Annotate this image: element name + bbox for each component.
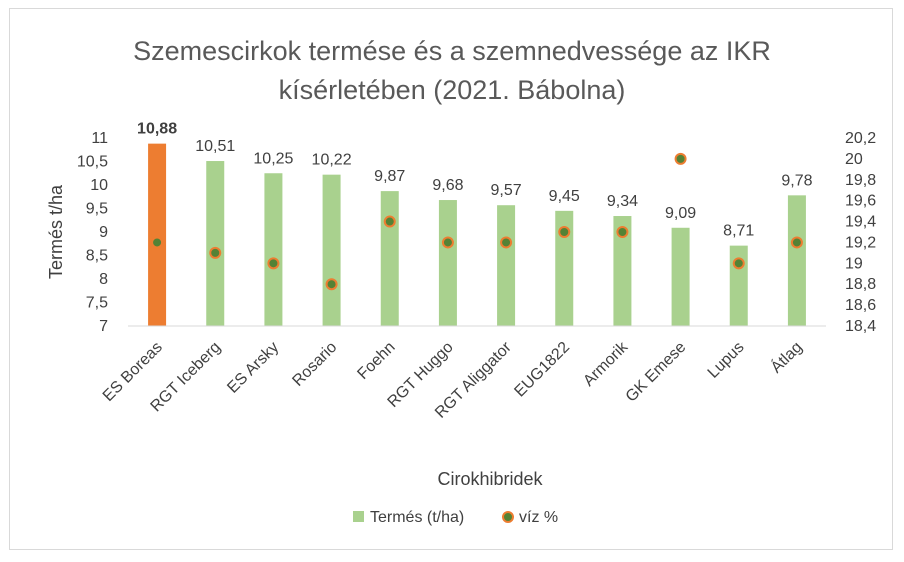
- y2-tick-label: 19,2: [845, 234, 876, 251]
- water-marker: [616, 226, 629, 238]
- legend: Termés (t/ha) víz %: [353, 509, 558, 526]
- bar: [206, 161, 225, 326]
- water-marker: [441, 236, 454, 249]
- bar-value-label: 9,87: [374, 168, 405, 185]
- bar-value-label: 9,57: [491, 182, 522, 199]
- y-tick-label: 7,5: [86, 295, 108, 312]
- bar-value-label: 8,71: [723, 223, 754, 240]
- water-marker: [151, 236, 164, 249]
- y2-tick-label: 20: [845, 151, 863, 168]
- water-marker: [325, 278, 338, 291]
- y2-axis-ticks: 18,4 18,6 18,8 19 19,2 19,4 19,6 19,8 20 20,2: [845, 130, 876, 335]
- bar: [497, 205, 516, 326]
- water-marker: [267, 257, 280, 270]
- y-tick-label: 10: [90, 177, 108, 194]
- bar: [787, 195, 806, 326]
- bar-value-label: 9,68: [432, 177, 463, 194]
- bar-value-label: 10,22: [312, 152, 352, 169]
- water-marker: [209, 246, 222, 259]
- category-label: ES Arsky: [224, 339, 282, 397]
- y2-tick-label: 18,4: [845, 318, 876, 335]
- category-label: Rosario: [289, 339, 340, 390]
- y-tick-label: 8,5: [86, 248, 108, 265]
- bar-value-label: 9,34: [607, 193, 638, 210]
- legend-swatch-marker: [502, 511, 514, 523]
- chart-title-line-1: Szemescirkok termése és a szemnedvessége…: [133, 36, 771, 66]
- bar: [380, 191, 399, 326]
- y2-tick-label: 19,6: [845, 193, 876, 210]
- bar: [264, 173, 283, 326]
- x-axis-title: Cirokhibridek: [437, 469, 543, 489]
- chart-title: Szemescirkok termése és a szemnedvessége…: [133, 36, 771, 105]
- bar-series: [148, 143, 806, 326]
- y-tick-label: 7: [99, 318, 108, 335]
- bar: [671, 227, 690, 326]
- legend-swatch-bar: [353, 511, 364, 522]
- category-label: Lupus: [705, 339, 748, 382]
- category-label: Foehn: [354, 339, 398, 383]
- water-marker: [383, 215, 396, 228]
- y-axis-title: Termés t/ha: [46, 184, 66, 279]
- water-marker: [558, 226, 571, 238]
- y-tick-label: 11: [91, 130, 108, 147]
- bar-value-label: 10,25: [253, 150, 293, 167]
- y-tick-label: 10,5: [77, 154, 108, 171]
- water-marker: [790, 236, 803, 249]
- bar-value-label: 10,51: [195, 138, 235, 155]
- bar: [613, 216, 632, 326]
- y2-tick-label: 19: [845, 255, 863, 272]
- y2-tick-label: 19,4: [845, 214, 876, 231]
- bar: [322, 174, 341, 326]
- water-marker: [500, 236, 513, 249]
- chart-title-line-2: kísérletében (2021. Bábolna): [279, 75, 626, 105]
- bar-value-label: 9,45: [549, 188, 580, 205]
- bar-data-labels: 10,88 10,51 10,25 10,22 9,87 9,68 9,57 9,45 9,34…: [137, 121, 813, 240]
- y2-tick-label: 18,6: [845, 297, 876, 314]
- y-tick-label: 9: [99, 224, 108, 241]
- bar: [555, 210, 574, 326]
- y2-tick-label: 19,8: [845, 172, 876, 189]
- y2-tick-label: 18,8: [845, 276, 876, 293]
- y-tick-label: 8: [99, 271, 108, 288]
- y-tick-label: 9,5: [86, 201, 108, 218]
- bar-value-label: 9,09: [665, 205, 696, 222]
- water-marker: [732, 257, 745, 270]
- legend-label-bar: Termés (t/ha): [370, 509, 464, 526]
- marker-series: [151, 152, 803, 291]
- y2-tick-label: 20,2: [845, 130, 876, 147]
- bar: [148, 143, 167, 326]
- category-label: Átlag: [767, 337, 806, 376]
- water-marker: [674, 152, 687, 165]
- y-axis-ticks: 7 7,5 8 8,5 9 9,5 10 10,5 11: [77, 130, 108, 335]
- category-label: Armorik: [580, 338, 632, 390]
- category-label: EUG1822: [511, 339, 573, 401]
- bar-value-label: 10,88: [137, 121, 177, 138]
- category-label: GK Emese: [623, 339, 690, 406]
- bar-value-label: 9,78: [781, 172, 812, 189]
- bar: [438, 200, 457, 326]
- legend-label-marker: víz %: [519, 509, 558, 526]
